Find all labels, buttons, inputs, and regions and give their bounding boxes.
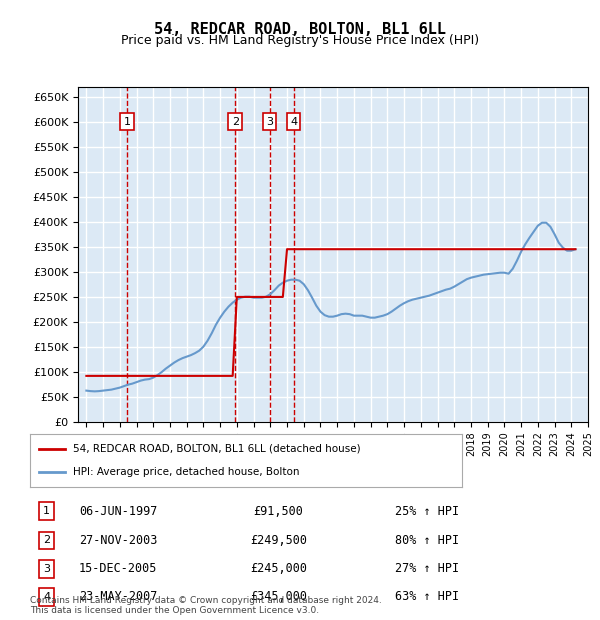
Text: 80% ↑ HPI: 80% ↑ HPI xyxy=(395,534,460,547)
Text: 27-NOV-2003: 27-NOV-2003 xyxy=(79,534,158,547)
Text: 3: 3 xyxy=(266,117,273,126)
Text: Price paid vs. HM Land Registry's House Price Index (HPI): Price paid vs. HM Land Registry's House … xyxy=(121,34,479,47)
Text: 2: 2 xyxy=(232,117,239,126)
Text: Contains HM Land Registry data © Crown copyright and database right 2024.
This d: Contains HM Land Registry data © Crown c… xyxy=(30,596,382,615)
Text: £245,000: £245,000 xyxy=(250,562,307,575)
Text: 63% ↑ HPI: 63% ↑ HPI xyxy=(395,590,460,603)
Text: 1: 1 xyxy=(43,506,50,516)
Text: £249,500: £249,500 xyxy=(250,534,307,547)
Text: 4: 4 xyxy=(290,117,297,126)
Text: 54, REDCAR ROAD, BOLTON, BL1 6LL (detached house): 54, REDCAR ROAD, BOLTON, BL1 6LL (detach… xyxy=(73,444,361,454)
Text: 15-DEC-2005: 15-DEC-2005 xyxy=(79,562,158,575)
Text: 25% ↑ HPI: 25% ↑ HPI xyxy=(395,505,460,518)
Text: £345,000: £345,000 xyxy=(250,590,307,603)
Text: 2: 2 xyxy=(43,536,50,546)
Text: 3: 3 xyxy=(43,564,50,574)
Text: 54, REDCAR ROAD, BOLTON, BL1 6LL: 54, REDCAR ROAD, BOLTON, BL1 6LL xyxy=(154,22,446,37)
Text: 23-MAY-2007: 23-MAY-2007 xyxy=(79,590,158,603)
Text: 27% ↑ HPI: 27% ↑ HPI xyxy=(395,562,460,575)
Text: 1: 1 xyxy=(124,117,131,126)
Text: 4: 4 xyxy=(43,592,50,602)
Text: HPI: Average price, detached house, Bolton: HPI: Average price, detached house, Bolt… xyxy=(73,467,300,477)
Text: £91,500: £91,500 xyxy=(253,505,304,518)
Text: 06-JUN-1997: 06-JUN-1997 xyxy=(79,505,158,518)
